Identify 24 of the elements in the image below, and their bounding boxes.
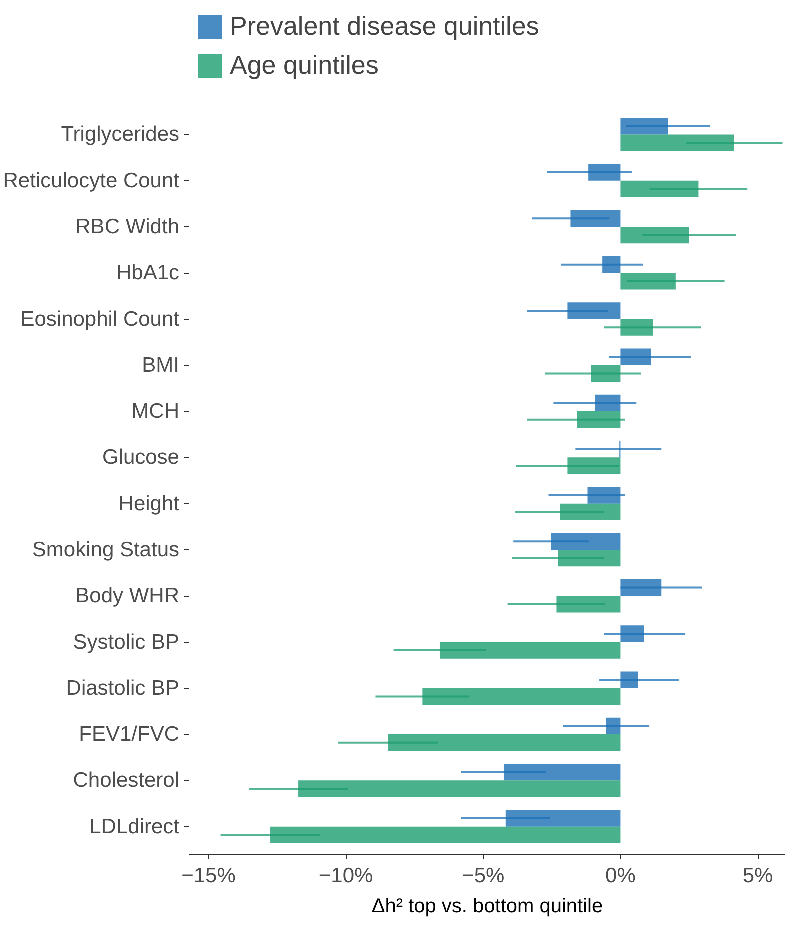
y-tick-label: MCH bbox=[132, 400, 180, 424]
y-tick-label: Systolic BP bbox=[73, 630, 180, 654]
y-tick-label: FEV1/FVC bbox=[79, 723, 180, 746]
y-tick-label: LDLdirect bbox=[90, 815, 180, 838]
y-tick-label: Triglycerides bbox=[61, 123, 180, 146]
legend-label: Prevalent disease quintiles bbox=[230, 11, 540, 42]
x-tick-label: 0% bbox=[606, 864, 636, 888]
y-tick-label: Cholesterol bbox=[73, 769, 180, 792]
y-tick-label: Body WHR bbox=[76, 584, 180, 608]
x-axis-title: Δh² top vs. bottom quintile bbox=[372, 896, 604, 918]
y-tick-label: Height bbox=[118, 492, 180, 516]
y-tick-label: RBC Width bbox=[76, 215, 180, 238]
legend-label: Age quintiles bbox=[230, 50, 379, 81]
y-tick-label: Eosinophil Count bbox=[20, 308, 180, 331]
x-tick-label: −5% bbox=[462, 864, 505, 888]
y-tick-label: Diastolic BP bbox=[66, 676, 180, 700]
x-tick-label: −15% bbox=[182, 864, 236, 888]
y-tick-label: HbA1c bbox=[116, 262, 180, 285]
y-tick-label: Glucose bbox=[102, 446, 180, 470]
y-tick-label: Smoking Status bbox=[32, 538, 180, 562]
y-tick-label: BMI bbox=[142, 354, 180, 377]
x-tick-label: 5% bbox=[742, 864, 774, 888]
y-tick-label: Reticulocyte Count bbox=[3, 169, 180, 192]
x-tick-label: −10% bbox=[318, 864, 374, 888]
